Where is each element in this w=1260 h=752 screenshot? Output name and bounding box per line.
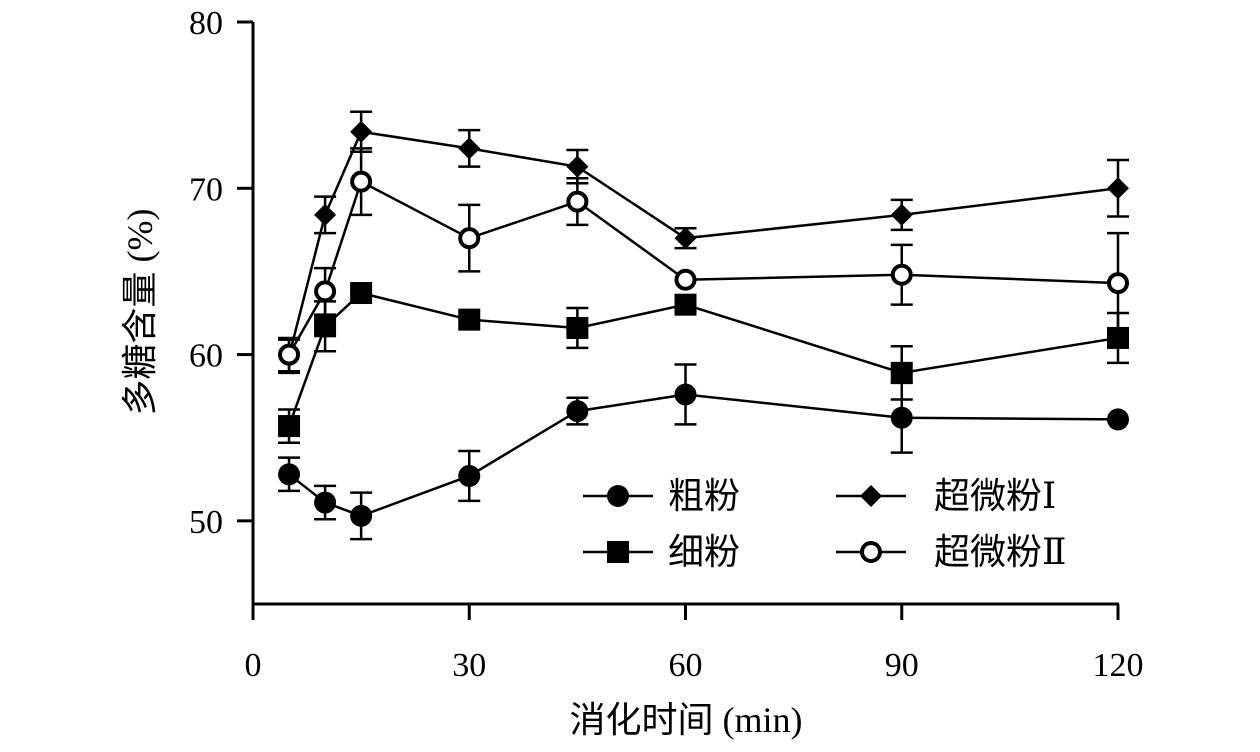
x-tick-label-30: 30	[452, 647, 486, 684]
series-4-line	[287, 179, 1119, 356]
legend-item-2: 细粉	[583, 532, 740, 572]
y-tick-label-60: 60	[189, 338, 223, 375]
series-3-point-7	[1107, 177, 1129, 200]
series-4-point-1	[314, 280, 337, 303]
series-2-point-5	[674, 293, 697, 316]
y-tick-label-70: 70	[189, 171, 223, 208]
y-tick-label-50: 50	[189, 504, 223, 541]
series-1-point-0	[278, 463, 301, 486]
legend-label-3: 超微粉Ⅰ	[934, 476, 1056, 516]
series-layer	[278, 110, 1129, 541]
series-1-point-1	[314, 491, 337, 514]
legend-marker-4	[860, 541, 882, 563]
series-4-point-5	[674, 268, 697, 291]
series-2-point-1	[314, 315, 337, 338]
x-tick-label-0: 0	[245, 647, 262, 684]
legend-label-4: 超微粉Ⅱ	[934, 532, 1066, 572]
series-2-point-6	[890, 361, 913, 384]
series-1-point-3	[458, 464, 481, 487]
series-2-point-3	[458, 308, 481, 331]
series-3-point-6	[890, 203, 913, 226]
series-4-point-2	[350, 170, 373, 193]
legend-label-2: 细粉	[668, 532, 740, 572]
y-axis-title: 多糖含量 (%)	[120, 209, 160, 416]
series-1	[278, 363, 1129, 541]
legend-item-1: 粗粉	[583, 476, 740, 516]
y-tick-label-80: 80	[189, 5, 223, 42]
legend-item-3: 超微粉Ⅰ	[836, 476, 1056, 516]
series-3-point-2	[350, 120, 373, 143]
series-2-line	[287, 291, 1119, 427]
series-4-point-3	[458, 227, 481, 250]
series-3	[278, 110, 1129, 375]
series-2-point-2	[350, 282, 373, 305]
series-1-point-4	[566, 400, 589, 423]
series-3-point-4	[566, 155, 589, 178]
series-1-point-7	[1107, 408, 1129, 431]
legend-label-1: 粗粉	[668, 476, 740, 516]
axes-layer: 50 60 70 80 0 30 60 90 120	[189, 5, 1144, 684]
series-4-point-7	[1107, 272, 1129, 295]
series-2-point-4	[566, 316, 589, 339]
series-4-point-0	[278, 343, 301, 366]
legend-marker-3	[860, 485, 882, 507]
x-tick-label-90: 90	[885, 647, 919, 684]
series-3-line	[287, 130, 1119, 357]
legend-marker-1	[607, 485, 629, 507]
series-3-point-1	[314, 203, 337, 226]
series-1-point-5	[674, 383, 697, 406]
series-4-point-4	[566, 190, 589, 213]
x-axis-title: 消化时间 (min)	[570, 700, 803, 740]
x-tick-label-120: 120	[1093, 647, 1144, 684]
series-1-point-2	[350, 504, 373, 527]
legend-item-4: 超微粉Ⅱ	[836, 532, 1066, 572]
series-2-point-0	[278, 415, 301, 438]
x-tick-label-60: 60	[669, 647, 703, 684]
series-4-point-6	[890, 263, 913, 286]
series-4	[278, 147, 1129, 373]
series-1-point-6	[890, 406, 913, 429]
series-3-point-5	[674, 227, 697, 250]
legend-marker-2	[607, 541, 629, 563]
series-3-point-3	[458, 137, 481, 160]
